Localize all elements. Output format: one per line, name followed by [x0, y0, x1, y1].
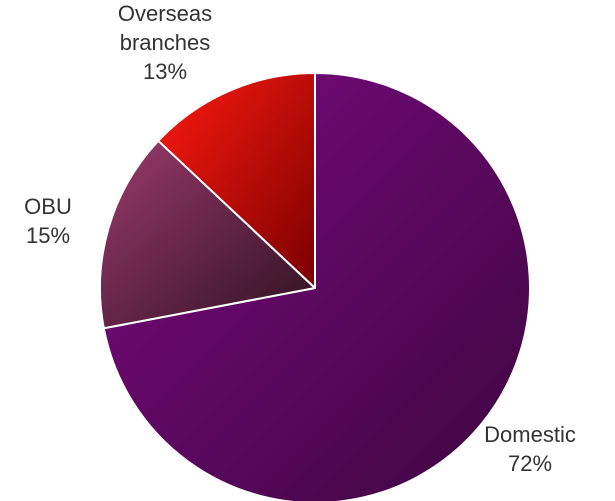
- pie-label-overseas-branches: Overseas branches 13%: [118, 1, 212, 84]
- pie-slice-overseas-branches: [157, 72, 316, 289]
- pie-label-obu: OBU 15%: [24, 194, 72, 248]
- pie-labels: Domestic 72% OBU 15% Overseas branches 13%: [24, 1, 576, 476]
- pie-slices: [99, 72, 531, 501]
- pie-slice-domestic: [102, 72, 531, 501]
- pie-label-domestic: Domestic 72%: [484, 422, 576, 476]
- pie-slice-obu: [99, 139, 316, 330]
